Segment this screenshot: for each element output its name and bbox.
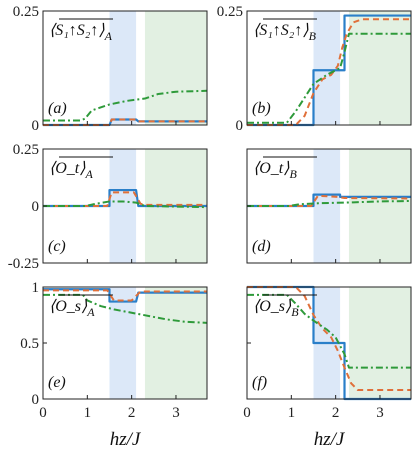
axes-frame bbox=[42, 10, 208, 126]
shaded-region bbox=[144, 287, 207, 399]
panel-f: 0 1 2 3 ⟨O_s⟩B (f) hz/J bbox=[243, 285, 412, 450]
observable-subscript: A bbox=[86, 305, 95, 319]
shaded-region bbox=[109, 149, 137, 263]
observable-subscript: B bbox=[289, 167, 297, 181]
panel-d: ⟨O_t⟩B (d) bbox=[246, 148, 412, 264]
observable-label: ⟨O_t⟩A bbox=[49, 160, 93, 181]
panel-letter: (e) bbox=[48, 374, 66, 391]
series-line bbox=[43, 89, 208, 122]
shaded-region bbox=[109, 287, 137, 399]
series-line bbox=[247, 194, 412, 207]
x-tick-label: 0 bbox=[243, 405, 251, 421]
observable-label: ⟨S₁↑S₂↑⟩A bbox=[49, 22, 113, 43]
series-line bbox=[247, 293, 411, 369]
y-tick-label: 0.25 bbox=[13, 4, 39, 20]
observable-label: ⟨O_s⟩B bbox=[253, 298, 299, 319]
x-tick-label: 2 bbox=[128, 405, 136, 421]
series-line bbox=[43, 191, 207, 207]
panel-c: 0.25 0 -0.25 ⟨O_t⟩A (c) bbox=[8, 142, 208, 272]
series-line bbox=[247, 18, 411, 126]
panel-letter: (f) bbox=[252, 374, 267, 391]
axes-frame bbox=[246, 10, 412, 126]
shaded-region bbox=[348, 287, 411, 399]
series-line bbox=[43, 200, 208, 209]
observable-subscript: A bbox=[84, 167, 93, 181]
shaded-region bbox=[313, 149, 341, 263]
x-tick-label: 0 bbox=[39, 405, 47, 421]
y-tick-label: 0.25 bbox=[13, 142, 39, 158]
x-tick-label: 2 bbox=[332, 405, 340, 421]
panel-letter: (a) bbox=[48, 100, 67, 117]
series-line bbox=[247, 32, 411, 124]
shaded-region bbox=[144, 11, 207, 125]
series-line bbox=[43, 288, 207, 303]
panel-b: 0 0.25 ⟨S₁↑S₂↑⟩B (b) bbox=[217, 4, 412, 134]
x-axis-label: hz/J bbox=[314, 429, 346, 450]
observable-subscript: A bbox=[104, 29, 113, 43]
observable-subscript: B bbox=[309, 29, 317, 43]
y-tick-label: 0 bbox=[32, 118, 40, 134]
observable-label: ⟨O_t⟩B bbox=[253, 160, 297, 181]
y-tick-label: 0.25 bbox=[217, 4, 243, 20]
y-tick-label: 0 bbox=[236, 118, 244, 134]
panel-letter: (d) bbox=[252, 238, 271, 255]
shaded-region bbox=[348, 11, 411, 125]
observable-label: ⟨S₁↑S₂↑⟩B bbox=[253, 22, 317, 43]
y-tick-label: 0.5 bbox=[20, 336, 39, 352]
y-tick-label: 0 bbox=[32, 392, 40, 408]
x-tick-label: 1 bbox=[84, 405, 92, 421]
series-line bbox=[247, 199, 412, 207]
x-tick-label: 1 bbox=[288, 405, 296, 421]
panel-a: 0 0.25 ⟨S₁↑S₂↑⟩A (a) bbox=[13, 4, 208, 134]
x-tick-label: 3 bbox=[376, 405, 384, 421]
observable-subscript: B bbox=[291, 305, 299, 319]
y-tick-label: -0.25 bbox=[8, 256, 39, 272]
shaded-region bbox=[348, 149, 411, 263]
series-line bbox=[43, 293, 208, 324]
panel-letter: (b) bbox=[252, 100, 271, 117]
observable-label: ⟨O_s⟩A bbox=[49, 298, 95, 319]
x-tick-label: 3 bbox=[172, 405, 180, 421]
shaded-region bbox=[109, 11, 137, 125]
panel-e: 1 0.5 00 1 2 3 ⟨O_s⟩A (e) hz/J bbox=[20, 280, 208, 450]
series-line bbox=[247, 286, 411, 392]
y-tick-label: 1 bbox=[32, 280, 40, 296]
x-axis-label: hz/J bbox=[110, 429, 142, 450]
y-tick-label: 0 bbox=[32, 199, 40, 215]
panel-letter: (c) bbox=[48, 238, 66, 255]
series-line bbox=[43, 289, 207, 302]
